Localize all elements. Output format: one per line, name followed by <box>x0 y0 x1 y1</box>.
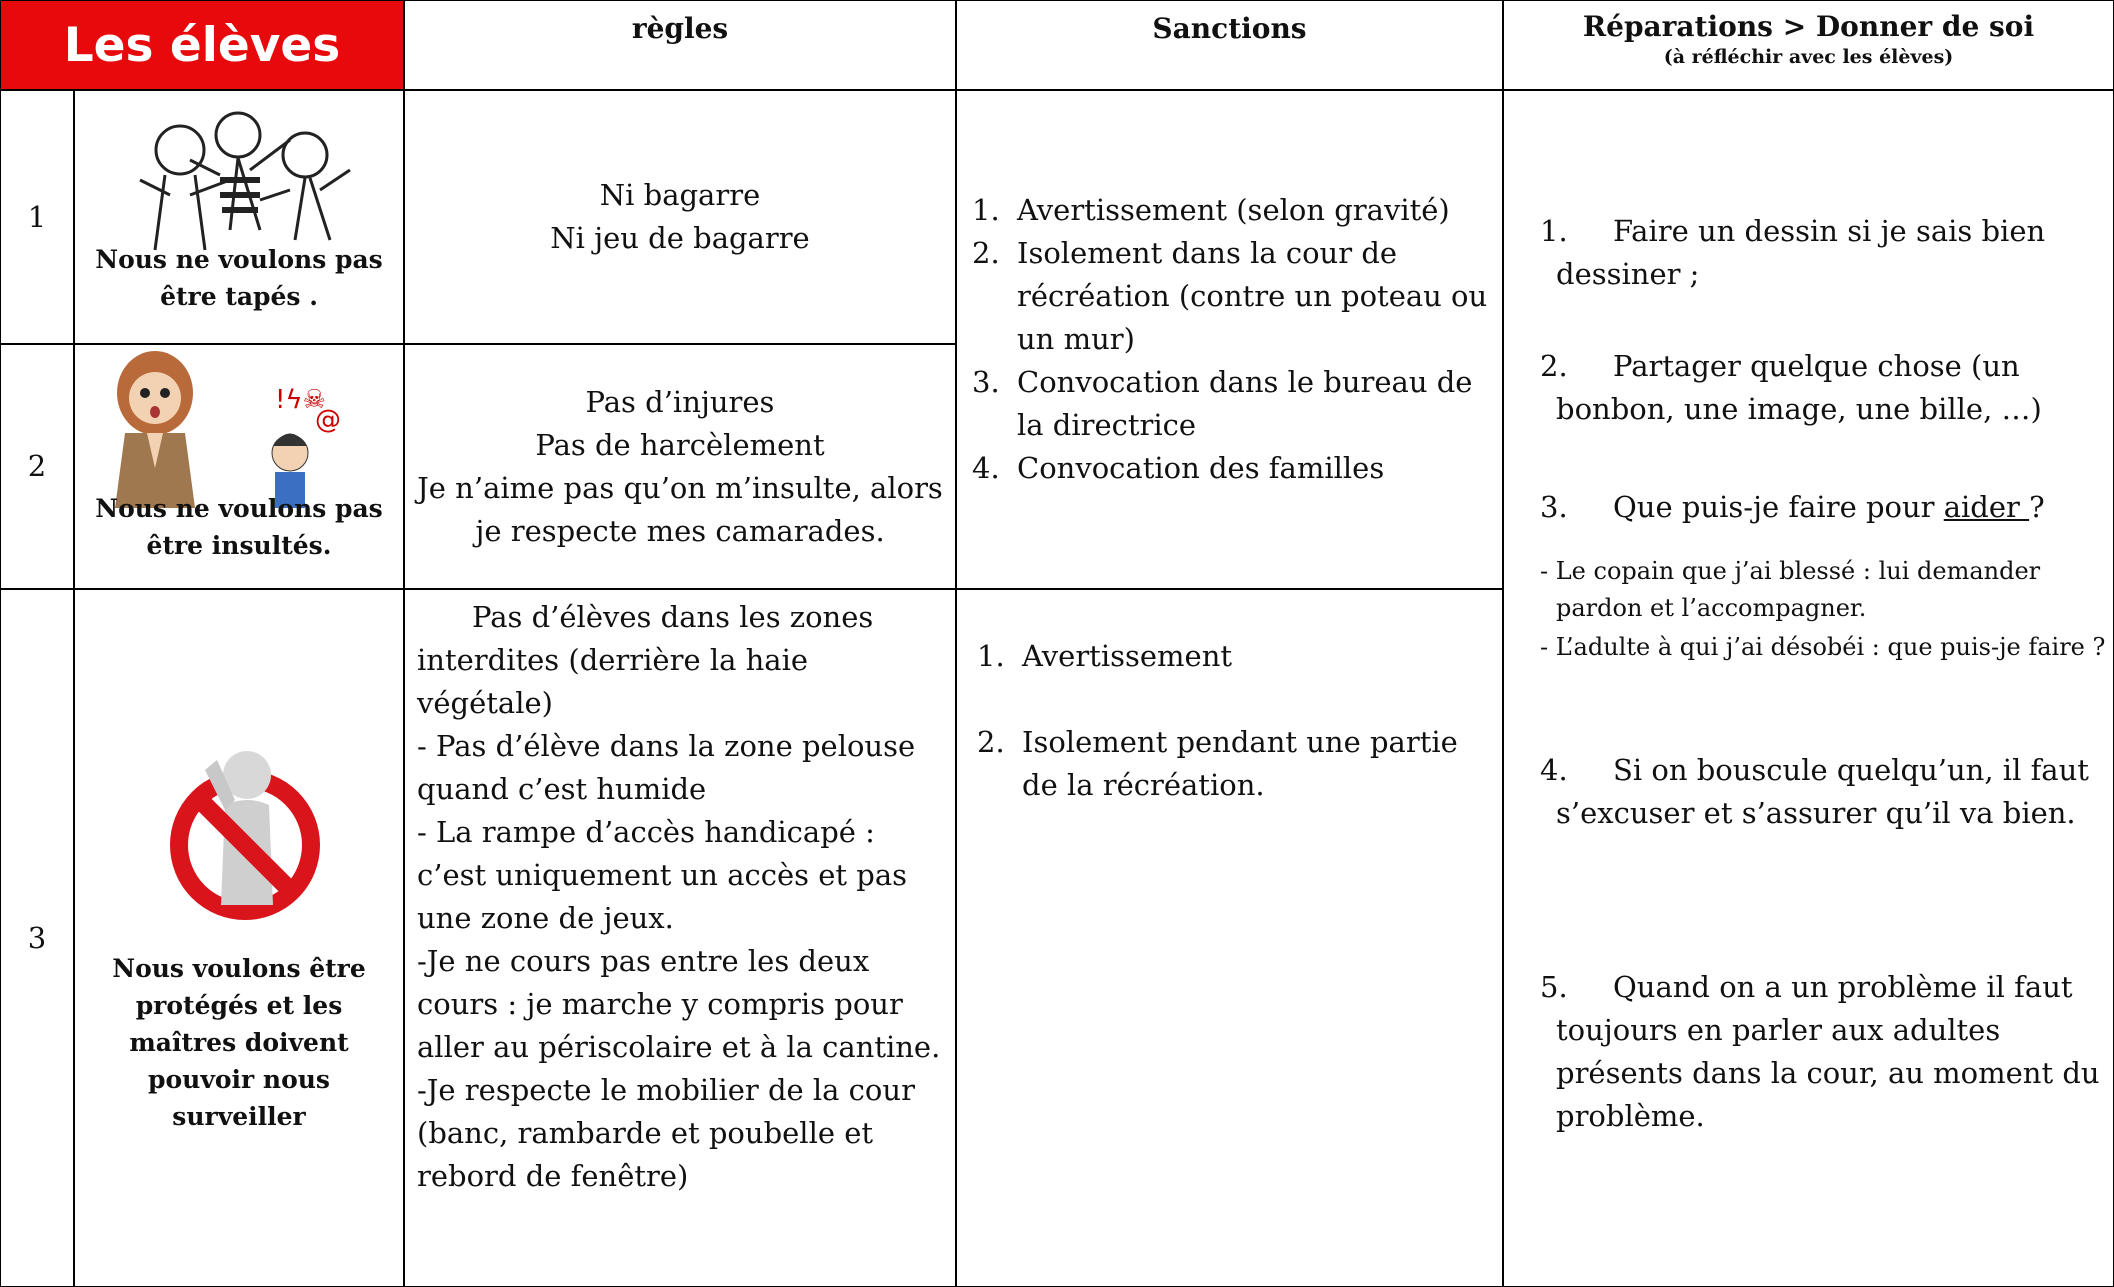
number-cell: 3 <box>0 589 74 1287</box>
item-text: Avertissement (selon gravité) <box>1017 193 1450 227</box>
repair-note: - Le copain que j’ai blessé : lui demand… <box>1540 557 2041 622</box>
item-text: Que puis-je faire pour <box>1613 490 1944 524</box>
repair-item: 4. Si on bouscule quelqu’un, il faut s’ex… <box>1540 749 2114 835</box>
item-text: Convocation dans le bureau de la directr… <box>1017 365 1473 442</box>
title-cell: Les élèves <box>0 0 404 90</box>
forbidden-illustration <box>170 751 320 920</box>
header-text: règles <box>631 12 729 45</box>
rule: Pas de harcèlement <box>535 427 825 462</box>
sanction-item: 2. Isolement pendant une partie de la réc… <box>977 721 1492 807</box>
item-text: ? <box>2029 490 2045 524</box>
rule: Je n’aime pas qu’on m’insulte, alors je … <box>417 470 943 548</box>
svg-text:!ϟ☠: !ϟ☠ <box>275 385 326 415</box>
row-number: 3 <box>27 920 47 955</box>
header-cell: règles <box>404 0 956 90</box>
number-cell: 2 <box>0 344 74 589</box>
svg-text:@: @ <box>315 405 341 435</box>
rules-cell: Pas d’injures Pas de harcèlement Je n’aime… <box>404 344 956 589</box>
rule: -Je respecte le mobilier de la cour (ban… <box>417 1073 915 1193</box>
sanction-item: 1. Avertissement (selon gravité) <box>972 189 1492 232</box>
item-number: 3. <box>1540 490 1568 524</box>
item-number: 2. <box>977 725 1005 759</box>
caption: Nous ne voulons pas être tapés . <box>95 245 383 311</box>
item-text: Si on bouscule quelqu’un, il faut s’excu… <box>1556 753 2089 830</box>
caption: Nous voulons être protégés et les maître… <box>112 954 366 1131</box>
image-cell: Nous ne voulons pas être tapés . <box>74 90 404 344</box>
repairs-cell: 1. Faire un dessin si je sais bien dessin… <box>1503 90 2114 1287</box>
item-text: Quand on a un problème il faut toujours … <box>1556 970 2100 1133</box>
item-text: Avertissement <box>1022 639 1233 673</box>
header-text: Sanctions <box>1152 12 1307 45</box>
item-number: 2. <box>972 236 1000 270</box>
item-text: Convocation des familles <box>1017 451 1385 485</box>
item-number: 2. <box>1540 349 1568 383</box>
title: Les élèves <box>63 17 341 73</box>
sanction-item: 2. Isolement dans la cour de récréation (… <box>972 232 1492 361</box>
repair-item: 3. Que puis-je faire pour aider ? <box>1540 486 2114 529</box>
header-note: (à réfléchir avec les élèves) <box>1663 46 1954 68</box>
number-cell: 1 <box>0 90 74 344</box>
header-cell: Réparations > Donner de soi (à réfléchir … <box>1503 0 2114 90</box>
row-number: 2 <box>27 449 47 483</box>
fight-illustration <box>139 111 351 251</box>
item-number: 3. <box>972 365 1000 399</box>
sanction-item: 1. Avertissement <box>977 635 1492 678</box>
rules-cell: Pas d’élèves dans les zones interdites (… <box>404 589 956 1287</box>
image-cell: Nous voulons être protégés et les maître… <box>74 589 404 1287</box>
sanction-item: 3. Convocation dans le bureau de la direc… <box>972 361 1492 447</box>
rule: Pas d’élèves dans les zones interdites (… <box>417 600 874 720</box>
rules-cell: Ni bagarre Ni jeu de bagarre <box>404 90 956 344</box>
rule: Ni bagarre <box>599 178 761 212</box>
sanctions-cell: 1. Avertissement 2. Isolement pendant une p… <box>956 589 1503 1287</box>
sanction-item: 4. Convocation des familles <box>972 447 1492 490</box>
header-text: Réparations > Donner de soi <box>1582 10 2035 43</box>
header-cell: Sanctions <box>956 0 1503 90</box>
item-number: 1. <box>977 639 1005 673</box>
repair-item: 2. Partager quelque chose (un bonbon, une… <box>1540 345 2114 431</box>
item-text: Faire un dessin si je sais bien dessiner… <box>1556 214 2046 291</box>
item-text: Partager quelque chose (un bonbon, une i… <box>1556 349 2042 426</box>
item-number: 4. <box>1540 753 1568 787</box>
row-number: 1 <box>27 199 47 234</box>
item-number: 4. <box>972 451 1000 485</box>
rule: - Pas d’élève dans la zone pelouse quand… <box>417 729 916 806</box>
item-number: 1. <box>972 193 1000 227</box>
item-number: 1. <box>1540 214 1568 248</box>
item-underlined: aider <box>1943 490 2030 524</box>
item-number: 5. <box>1540 970 1568 1004</box>
repair-note: - L’adulte à qui j’ai désobéi : que puis… <box>1540 633 2106 661</box>
rule: Pas d’injures <box>585 384 775 419</box>
rule: - La rampe d’accès handicapé : c’est uni… <box>417 815 907 935</box>
item-text: Isolement pendant une partie de la récré… <box>1022 725 1458 802</box>
image-cell: Nous ne voulons pas être insultés. <box>74 344 404 589</box>
item-text: Isolement dans la cour de récréation (co… <box>1017 236 1488 356</box>
repair-item: 1. Faire un dessin si je sais bien dessin… <box>1540 210 2114 296</box>
sanctions-cell: 1. Avertissement (selon gravité) 2. Isoleme… <box>956 90 1503 589</box>
rule: Ni jeu de bagarre <box>550 221 810 255</box>
insult-illustration: !ϟ☠ @ <box>115 351 341 508</box>
repair-item: 5. Quand on a un problème il faut toujour… <box>1540 966 2114 1138</box>
caption: Nous ne voulons pas être insultés. <box>95 494 383 560</box>
rule: -Je ne cours pas entre les deux cours : … <box>417 944 941 1064</box>
